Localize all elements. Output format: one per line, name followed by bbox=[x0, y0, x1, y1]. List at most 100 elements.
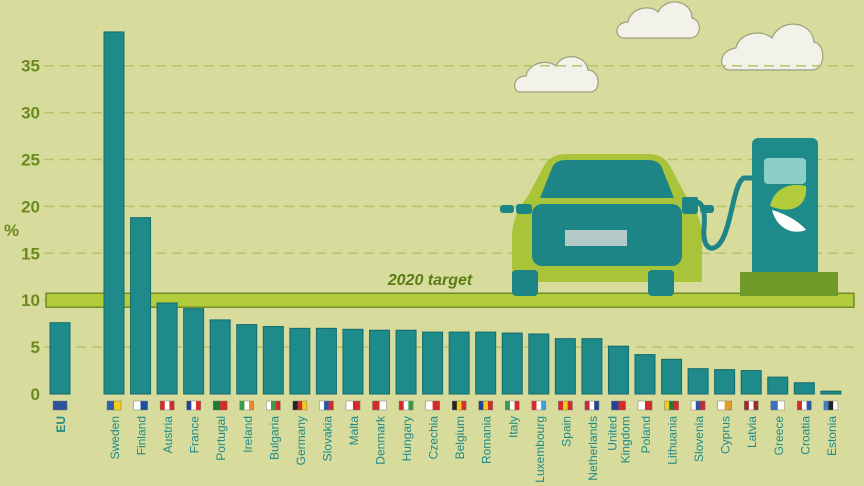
y-tick-label: 5 bbox=[31, 338, 40, 357]
flag-icon bbox=[558, 400, 573, 411]
y-tick-label: 0 bbox=[31, 385, 40, 404]
bar bbox=[661, 358, 683, 395]
y-axis-label: % bbox=[4, 221, 19, 240]
bar bbox=[130, 217, 152, 395]
flag-icon bbox=[690, 400, 706, 411]
cloud-icon bbox=[721, 23, 824, 71]
bar bbox=[49, 322, 71, 395]
bar bbox=[369, 329, 390, 395]
flag-icon bbox=[478, 400, 493, 411]
x-tick-label: Belgium bbox=[453, 416, 467, 459]
bar bbox=[820, 390, 842, 395]
bar bbox=[767, 376, 789, 395]
x-tick-label: Denmark bbox=[374, 415, 388, 465]
x-tick-label: Italy bbox=[506, 416, 520, 438]
x-tick-label: Lithuania bbox=[666, 416, 680, 465]
x-tick-label: Sweden bbox=[108, 416, 122, 459]
bar bbox=[422, 331, 444, 395]
y-tick-label: 25 bbox=[21, 151, 40, 170]
flag-icon bbox=[797, 400, 812, 411]
flag-icon bbox=[823, 400, 839, 411]
bar bbox=[448, 331, 470, 395]
bar bbox=[183, 308, 205, 395]
x-tick-label: Austria bbox=[161, 416, 175, 454]
bar bbox=[209, 319, 231, 395]
x-tick-label: France bbox=[188, 416, 202, 454]
flag-icon bbox=[266, 400, 281, 411]
bar bbox=[315, 327, 337, 395]
bar bbox=[395, 329, 417, 395]
bar bbox=[475, 331, 497, 395]
x-tick-label: Spain bbox=[559, 416, 573, 447]
flag-icon bbox=[637, 400, 653, 411]
flag-icon bbox=[425, 400, 440, 411]
flag-icon bbox=[611, 400, 626, 411]
flag-icon bbox=[106, 400, 122, 411]
x-tick-label: Latvia bbox=[745, 416, 759, 448]
target-band bbox=[45, 292, 855, 308]
x-tick-label: Portugal bbox=[214, 416, 228, 461]
x-tick-label: Netherlands bbox=[586, 416, 600, 481]
x-tick-label: Cyprus bbox=[719, 416, 733, 454]
x-tick-label: Bulgaria bbox=[267, 416, 281, 460]
x-tick-label: Croatia bbox=[798, 416, 812, 455]
x-tick-label: UnitedKingdom bbox=[605, 416, 632, 463]
bar bbox=[607, 345, 629, 395]
x-tick-label: Malta bbox=[347, 416, 361, 446]
flag-icon bbox=[531, 400, 547, 411]
y-tick-label: 15 bbox=[21, 244, 40, 263]
flag-icon bbox=[345, 400, 361, 411]
bar bbox=[581, 338, 603, 395]
bar bbox=[342, 328, 364, 395]
y-tick-label: 30 bbox=[21, 104, 40, 123]
flag-icon bbox=[319, 400, 334, 411]
bar bbox=[793, 382, 815, 395]
car-icon bbox=[500, 154, 714, 296]
x-tick-label: Hungary bbox=[400, 416, 414, 461]
flag-icon bbox=[398, 400, 414, 411]
charging-station-icon bbox=[682, 138, 838, 296]
x-tick-label: Poland bbox=[639, 416, 653, 453]
x-tick-label: Estonia bbox=[825, 416, 839, 456]
bar bbox=[289, 327, 311, 395]
flag-icon bbox=[292, 400, 308, 411]
flag-icon bbox=[743, 400, 759, 411]
x-tick-label: Ireland bbox=[241, 416, 255, 453]
bar bbox=[156, 302, 178, 395]
cloud-icon bbox=[514, 56, 599, 93]
bar bbox=[740, 370, 762, 395]
x-tick-label: Finland bbox=[135, 416, 149, 455]
x-tick-label: EU bbox=[54, 416, 68, 433]
bar bbox=[528, 333, 550, 395]
flag-icon bbox=[239, 400, 254, 411]
y-tick-label: 35 bbox=[21, 57, 40, 76]
target-label: 2020 target bbox=[387, 272, 473, 289]
bar bbox=[262, 325, 284, 395]
flag-icon bbox=[584, 400, 600, 411]
bar bbox=[634, 354, 656, 395]
bar bbox=[714, 369, 736, 395]
flag-icon bbox=[52, 400, 68, 411]
bar bbox=[236, 324, 258, 395]
flag-icon bbox=[717, 400, 732, 411]
cloud-icon bbox=[616, 1, 700, 39]
flag-icon bbox=[186, 400, 201, 411]
x-tick-label: Slovakia bbox=[320, 416, 334, 462]
bar bbox=[554, 338, 576, 395]
x-tick-label: Slovenia bbox=[692, 416, 706, 462]
flag-icon bbox=[372, 400, 387, 411]
bar bbox=[501, 332, 523, 395]
bar bbox=[687, 368, 709, 395]
bar bbox=[103, 31, 125, 395]
x-tick-label: Luxembourg bbox=[533, 416, 547, 483]
x-tick-label: Greece bbox=[772, 416, 786, 456]
flag-icon bbox=[451, 400, 467, 411]
y-tick-label: 20 bbox=[21, 197, 40, 216]
y-tick-label: 10 bbox=[21, 291, 40, 310]
flag-icon bbox=[212, 400, 228, 411]
flag-icon bbox=[159, 400, 175, 411]
flag-icon bbox=[133, 400, 148, 411]
x-tick-label: Czechia bbox=[427, 416, 441, 460]
